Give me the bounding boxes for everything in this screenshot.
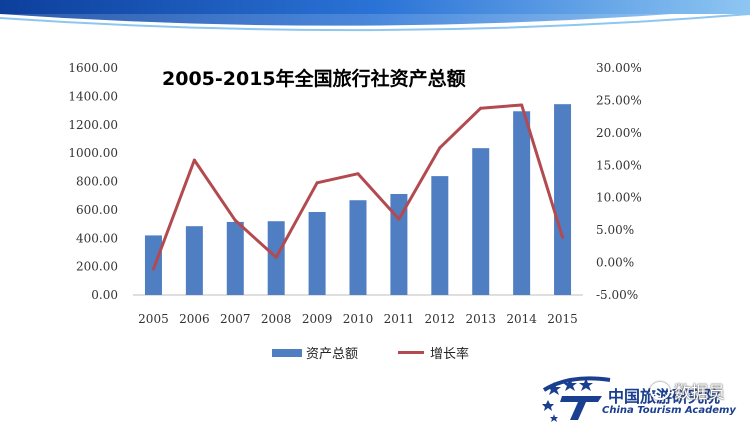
- y-right-tick-label: 15.00%: [596, 158, 642, 172]
- bar: [308, 212, 326, 295]
- x-tick-label: 2009: [302, 312, 333, 326]
- watermark-text: 数据员: [674, 383, 725, 403]
- x-tick-label: 2007: [220, 312, 251, 326]
- x-tick-label: 2011: [384, 312, 415, 326]
- bar: [185, 226, 203, 295]
- growth-point: [151, 267, 155, 271]
- growth-point: [520, 103, 524, 107]
- growth-point: [397, 217, 401, 221]
- x-tick-label: 2012: [425, 312, 456, 326]
- x-tick-label: 2010: [343, 312, 374, 326]
- org-name-en: China Tourism Academy: [602, 405, 736, 416]
- bar: [226, 221, 244, 295]
- legend-bar-swatch: [272, 348, 302, 357]
- y-right-tick-label: 20.00%: [596, 126, 642, 140]
- y-right-tick-label: 25.00%: [596, 93, 642, 107]
- y-right-tick-label: 0.00%: [596, 256, 634, 270]
- x-tick-label: 2013: [465, 312, 496, 326]
- legend-line-swatch: [398, 351, 425, 354]
- y-right-tick-label: 30.00%: [596, 61, 642, 75]
- y-left-tick-label: 800.00: [76, 175, 118, 189]
- y-left-tick-label: 400.00: [76, 231, 118, 245]
- y-left-tick-label: 1000.00: [68, 146, 118, 160]
- logo-emblem: [542, 376, 611, 422]
- x-tick-label: 2005: [138, 312, 169, 326]
- y-right-tick-label: 5.00%: [596, 223, 634, 237]
- bar: [554, 104, 572, 295]
- bar: [513, 111, 531, 295]
- y-right-tick-label: 10.00%: [596, 191, 642, 205]
- growth-point: [561, 235, 565, 239]
- y-left-tick-label: 0.00: [91, 288, 118, 302]
- y-left-tick-label: 600.00: [76, 203, 118, 217]
- growth-point: [233, 218, 237, 222]
- x-tick-label: 2015: [547, 312, 578, 326]
- bar: [390, 193, 408, 295]
- legend-label-growth: 增长率: [430, 347, 470, 362]
- x-tick-label: 2008: [261, 312, 292, 326]
- header-decoration: [0, 0, 750, 32]
- growth-point: [438, 146, 442, 150]
- chart-title: 2005-2015年全国旅行社资产总额: [162, 68, 466, 90]
- watermark: 数据员: [650, 378, 725, 403]
- x-tick-label: 2006: [179, 312, 210, 326]
- y-left-tick-label: 1200.00: [68, 118, 118, 132]
- growth-point: [315, 181, 319, 185]
- growth-point: [192, 158, 196, 162]
- wechat-icon: [650, 381, 670, 400]
- y-left-tick-label: 1600.00: [68, 61, 118, 75]
- y-left-tick-label: 1400.00: [68, 89, 118, 103]
- growth-point: [356, 172, 360, 176]
- growth-point: [479, 106, 483, 110]
- y-left-tick-label: 200.00: [76, 260, 118, 274]
- bar: [431, 176, 449, 295]
- legend-label-assets: 资产总额: [306, 347, 359, 362]
- legend: 资产总额 增长率: [272, 343, 469, 362]
- bar: [349, 200, 367, 295]
- y-right-tick-label: -5.00%: [596, 288, 638, 302]
- growth-point: [274, 255, 278, 259]
- bar: [472, 148, 490, 295]
- x-tick-label: 2014: [506, 312, 537, 326]
